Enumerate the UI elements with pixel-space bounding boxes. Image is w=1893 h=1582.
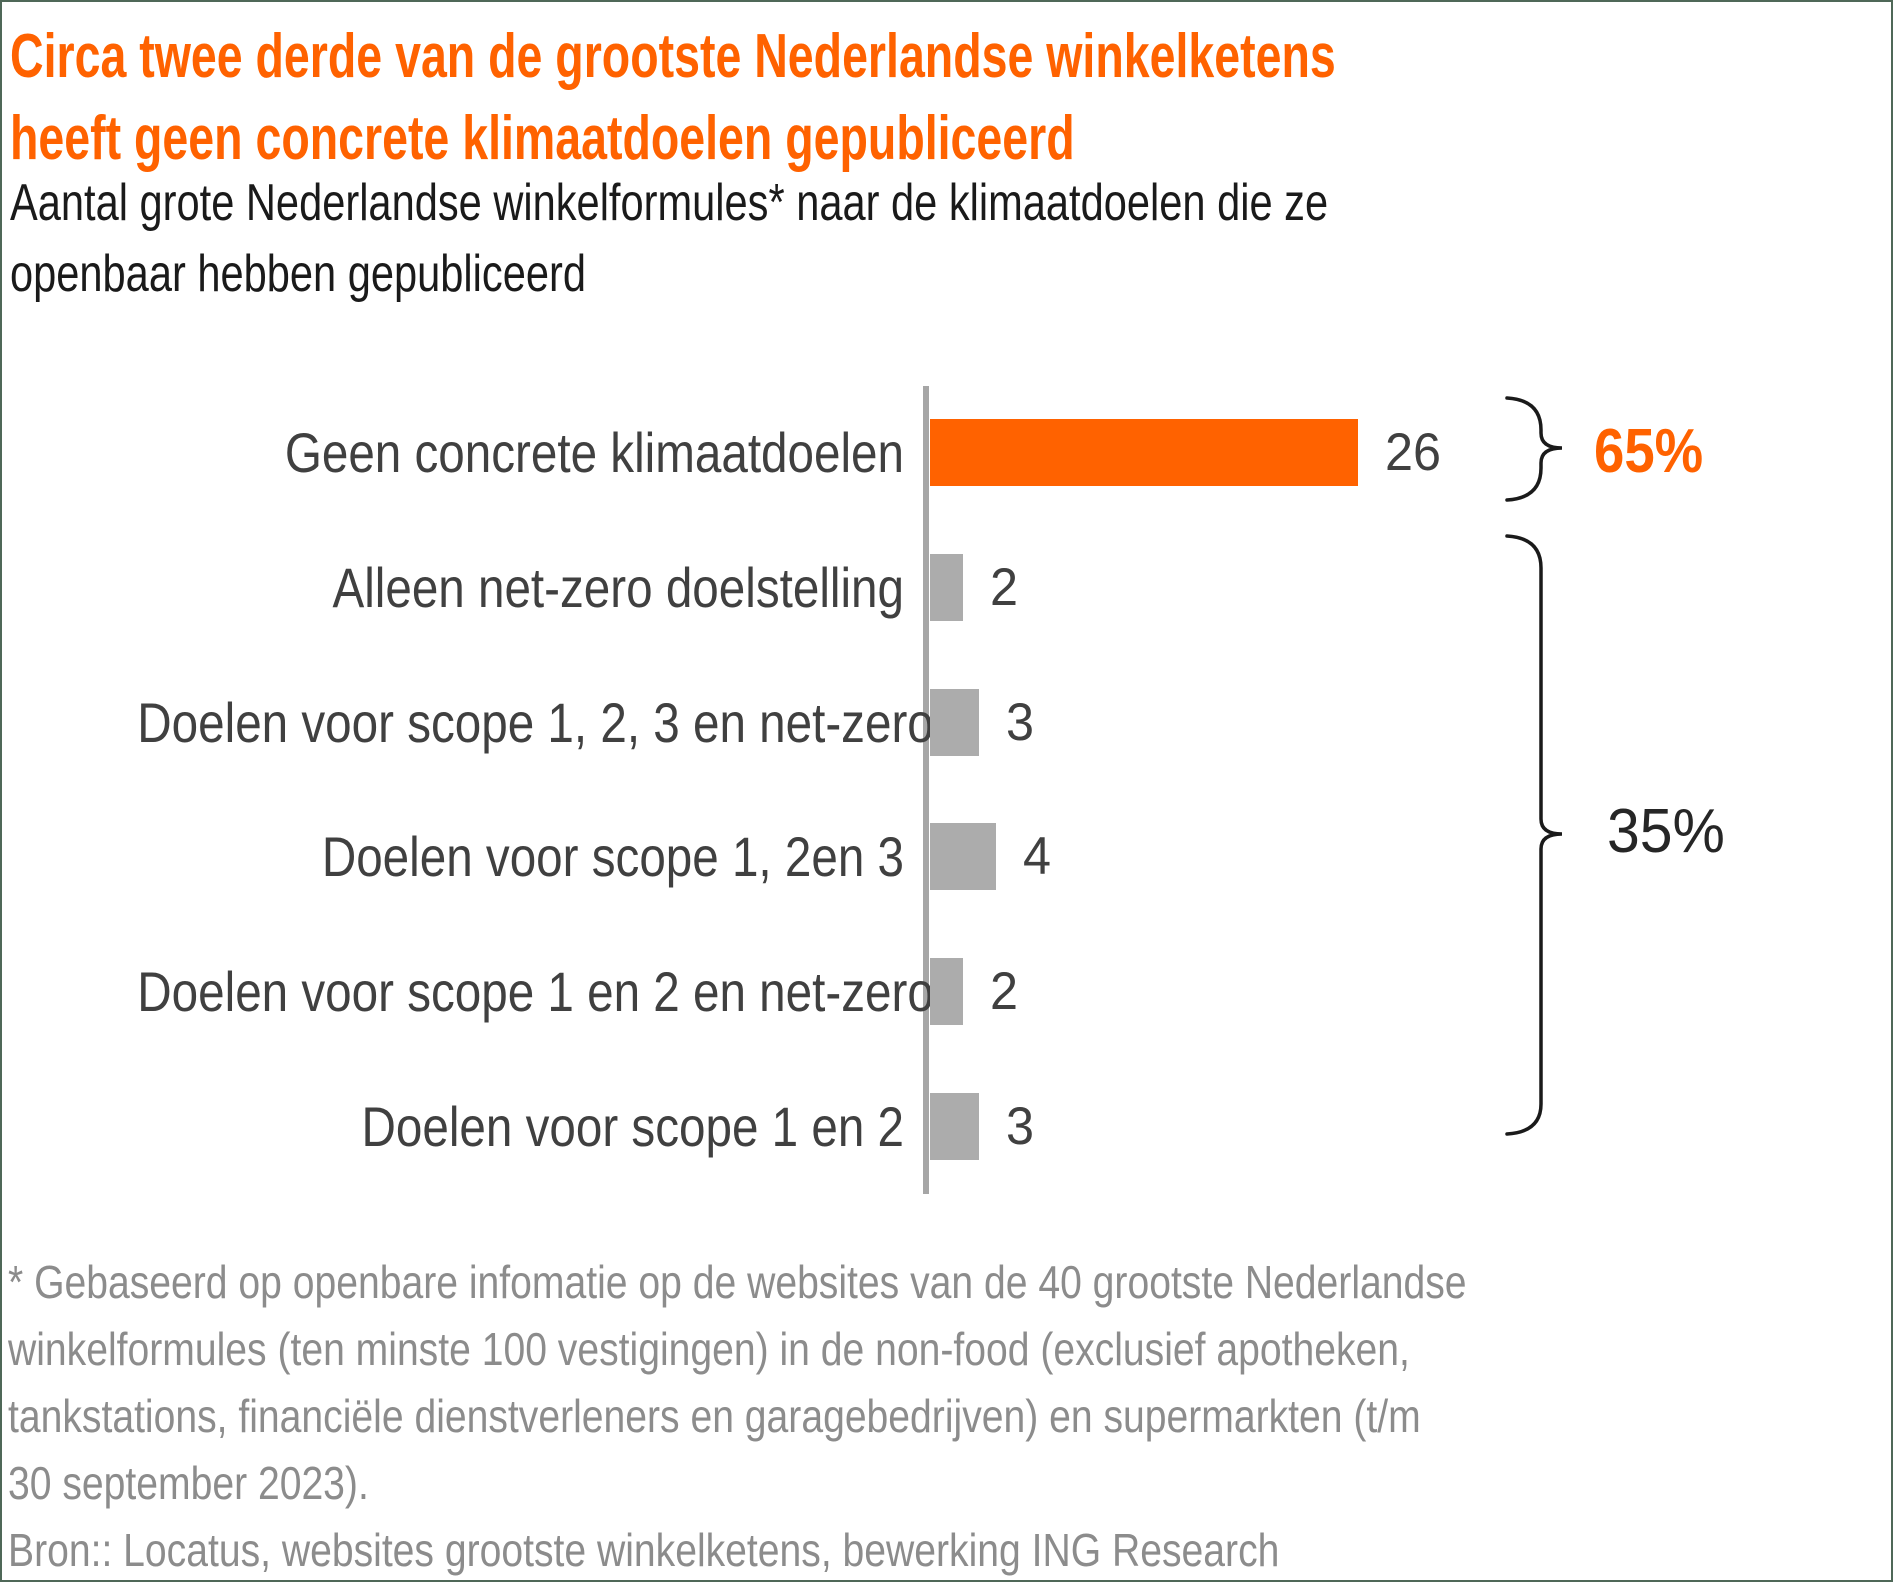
value-label: 3 (1006, 692, 1035, 752)
category-label: Doelen voor scope 1 en 2 en net-zero (137, 960, 934, 1024)
category-label: Doelen voor scope 1 en 2 (361, 1095, 904, 1158)
value-label: 2 (990, 962, 1019, 1022)
bar (930, 553, 963, 621)
bar (930, 823, 996, 891)
chart-subtitle-line-2: openbaar hebben gepubliceerd (10, 245, 586, 303)
bar (930, 688, 979, 756)
category-label: Alleen net-zero doelstelling (332, 555, 904, 619)
category-label: Doelen voor scope 1, 2, 3 en net-zero (137, 690, 934, 754)
bar (930, 958, 963, 1026)
footnote-line-1: * Gebaseerd op openbare infomatie op de … (8, 1256, 1467, 1308)
bar (930, 1093, 979, 1160)
category-label: Geen concrete klimaatdoelen (284, 421, 904, 484)
page-title-line-1: Circa twee derde van de grootste Nederla… (10, 22, 1336, 91)
value-label: 3 (1006, 1097, 1035, 1156)
footnote-line-4: 30 september 2023). (8, 1457, 369, 1509)
y-axis-line (923, 386, 929, 1194)
value-label: 2 (990, 557, 1019, 617)
pct-label-35: 35% (1607, 797, 1725, 866)
footnote-source: Bron:: Locatus, websites grootste winkel… (8, 1524, 1280, 1576)
chart-subtitle-line-1: Aantal grote Nederlandse winkelformules*… (10, 174, 1329, 232)
bracket-65-icon (1505, 396, 1563, 502)
value-label: 4 (1023, 827, 1052, 887)
bar-highlighted (930, 419, 1358, 486)
category-label: Doelen voor scope 1, 2en 3 (321, 825, 904, 889)
page-title-line-2: heeft geen concrete klimaatdoelen gepubl… (10, 104, 1075, 173)
value-label: 26 (1385, 423, 1442, 482)
footnote-line-3: tankstations, financiële dienstverleners… (8, 1390, 1421, 1442)
footnote-line-2: winkelformules (ten minste 100 vestiging… (8, 1323, 1410, 1375)
pct-label-65: 65% (1594, 417, 1704, 486)
bracket-35-icon (1505, 534, 1563, 1136)
